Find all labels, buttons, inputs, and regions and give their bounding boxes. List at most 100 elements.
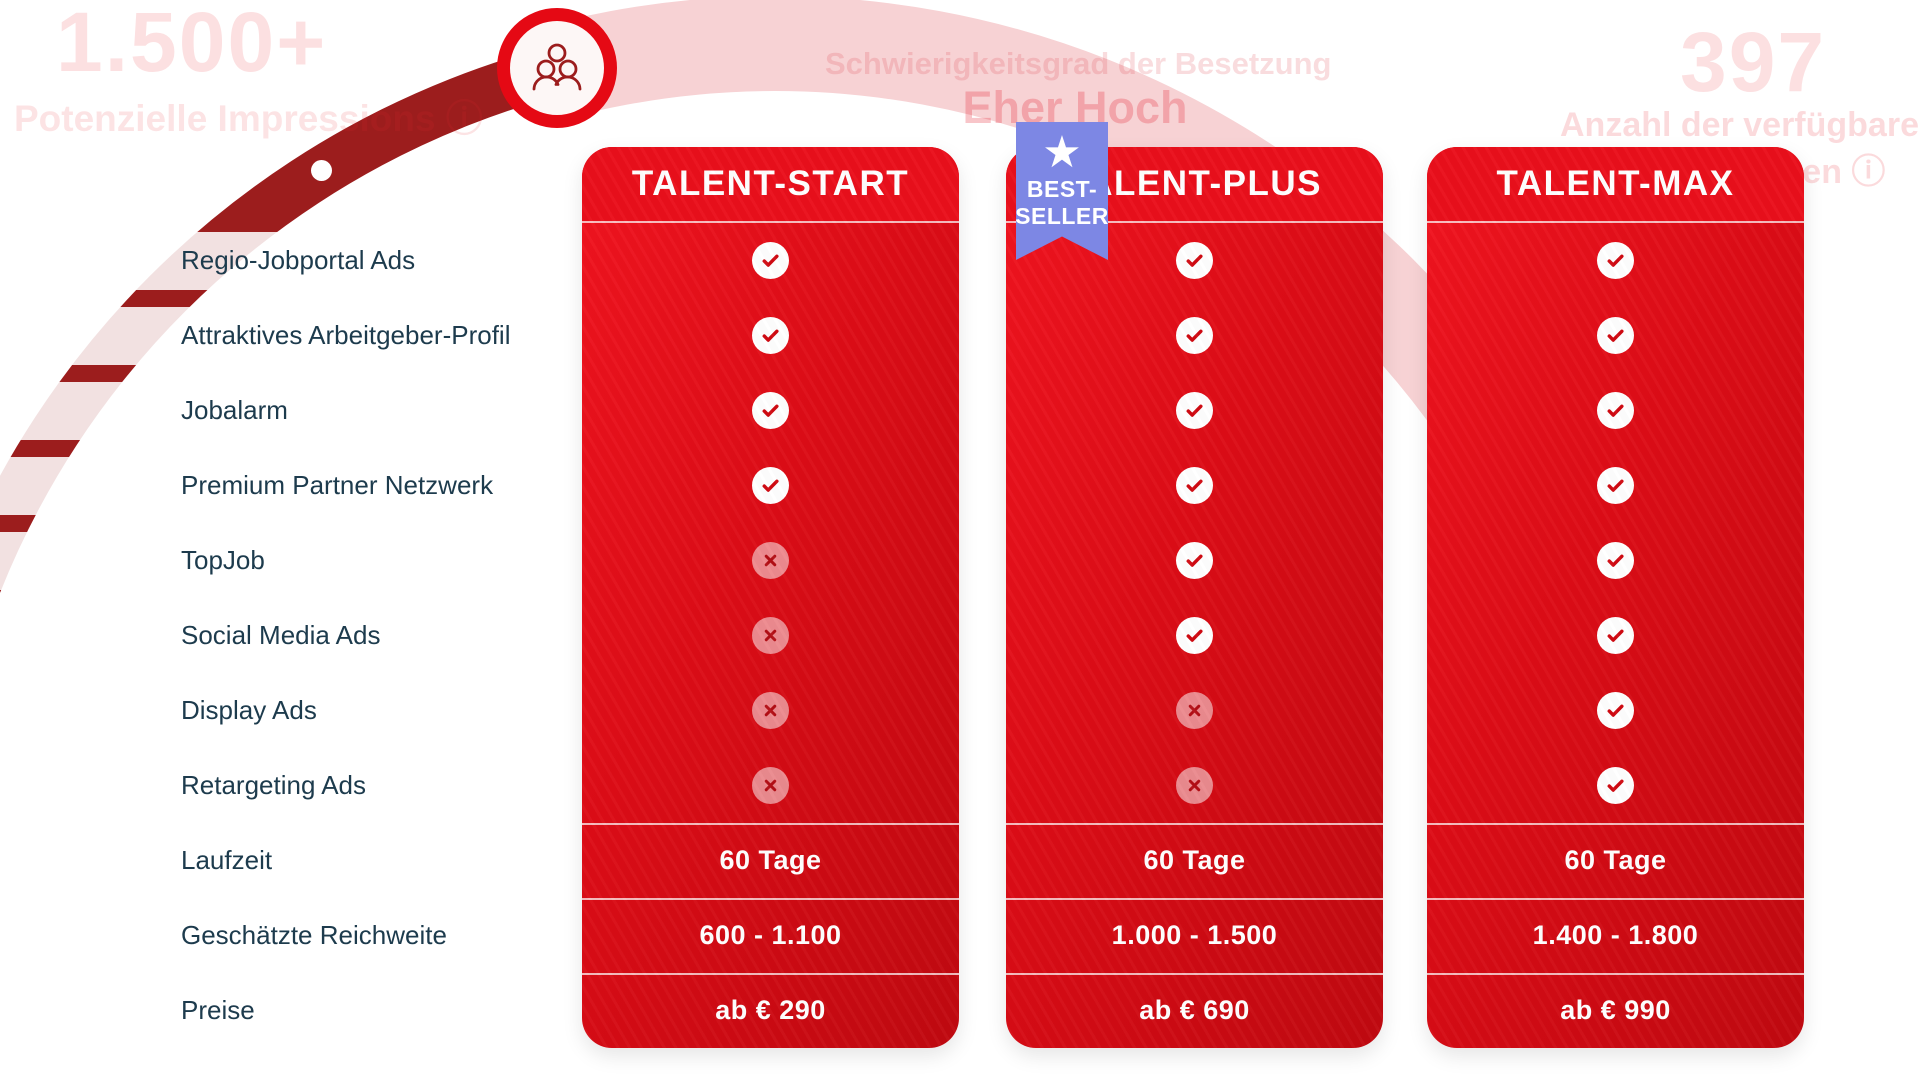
dark-arc-clip	[0, 0, 585, 1080]
feature-label: Jobalarm	[0, 381, 566, 440]
feature-cell	[1427, 673, 1804, 748]
check-icon	[1597, 542, 1634, 579]
feature-cell	[1006, 448, 1383, 523]
feature-cell	[582, 748, 959, 823]
plan-laufzeit: 60 Tage	[1143, 845, 1246, 875]
check-icon	[1176, 617, 1213, 654]
check-icon	[1597, 242, 1634, 279]
feature-cell	[582, 673, 959, 748]
feature-cell	[1427, 523, 1804, 598]
feature-cell	[1006, 223, 1383, 298]
check-icon	[1176, 467, 1213, 504]
meta-label: Preise	[181, 995, 255, 1025]
feature-cell	[582, 223, 959, 298]
feature-cell	[1006, 298, 1383, 373]
feature-cell	[1427, 448, 1804, 523]
plan-title: TALENT-MAX	[1496, 164, 1735, 203]
row-divider	[1427, 973, 1804, 975]
plan-card-talent-plus[interactable]: TALENT-PLUS 60 Tage 1.000 - 1.500 ab € 690 ★…	[1006, 122, 1383, 1048]
row-divider	[582, 823, 959, 825]
plan-laufzeit: 60 Tage	[719, 845, 822, 875]
check-icon	[1176, 242, 1213, 279]
check-icon	[1597, 692, 1634, 729]
feature-cell	[1006, 523, 1383, 598]
row-divider	[1427, 823, 1804, 825]
feature-cell	[582, 523, 959, 598]
feature-cell	[582, 598, 959, 673]
badge-label-line2: SELLER	[1015, 203, 1109, 230]
check-icon	[1597, 767, 1634, 804]
check-icon	[752, 467, 789, 504]
candidates-count: 397	[1680, 15, 1827, 109]
plan-header: TALENT-START	[582, 147, 959, 221]
plan-title: TALENT-PLUS	[1066, 164, 1322, 203]
feature-cell	[582, 298, 959, 373]
star-icon: ★	[1042, 128, 1082, 177]
plan-card-body: TALENT-PLUS 60 Tage 1.000 - 1.500 ab € 690	[1006, 147, 1383, 1048]
plan-header: TALENT-MAX	[1427, 147, 1804, 221]
feature-cell	[1427, 598, 1804, 673]
group-icon	[532, 43, 582, 91]
feature-label: Retargeting Ads	[0, 756, 566, 815]
feature-label: TopJob	[0, 531, 566, 590]
check-icon	[752, 392, 789, 429]
arc-white-dot	[311, 160, 332, 181]
plan-laufzeit: 60 Tage	[1564, 845, 1667, 875]
plan-reichweite: 1.000 - 1.500	[1111, 920, 1278, 950]
cross-icon	[1176, 692, 1213, 729]
check-icon	[1597, 617, 1634, 654]
plan-card-body: TALENT-START 60 Tage 600 - 1.100 ab € 290	[582, 147, 959, 1048]
feature-label: Display Ads	[0, 681, 566, 740]
feature-cell	[1427, 223, 1804, 298]
row-divider	[582, 973, 959, 975]
difficulty-label: Schwierigkeitsgrad der Besetzung	[825, 46, 1332, 81]
meta-label: Geschätzte Reichweite	[181, 920, 447, 950]
feature-label: Regio-Jobportal Ads	[0, 231, 566, 290]
plan-preis: ab € 990	[1560, 995, 1671, 1025]
pink-arc-clip	[557, 0, 1480, 470]
cross-icon	[1176, 767, 1213, 804]
check-icon	[1176, 542, 1213, 579]
feature-cell	[1006, 373, 1383, 448]
check-icon	[1597, 392, 1634, 429]
feature-cell	[582, 373, 959, 448]
header-divider	[1427, 221, 1804, 223]
impressions-count: 1.500+	[56, 0, 328, 89]
plan-card-talent-max[interactable]: TALENT-MAX 60 Tage 1.400 - 1.800 ab € 990	[1427, 147, 1804, 1048]
check-icon	[1176, 392, 1213, 429]
cross-icon	[752, 692, 789, 729]
feature-cell	[1427, 373, 1804, 448]
meta-label: Laufzeit	[181, 845, 273, 875]
badge-label-line1: BEST-	[1026, 176, 1098, 203]
check-icon	[1597, 467, 1634, 504]
feature-cell	[1006, 748, 1383, 823]
impressions-label: Potenzielle Impressions ⓘ	[14, 98, 483, 139]
check-icon	[1176, 317, 1213, 354]
cross-icon	[752, 767, 789, 804]
header-divider	[1006, 221, 1383, 223]
row-divider	[1006, 823, 1383, 825]
plan-reichweite: 600 - 1.100	[699, 920, 842, 950]
row-divider	[1427, 898, 1804, 900]
feature-label: Premium Partner Netzwerk	[0, 456, 566, 515]
cross-icon	[752, 542, 789, 579]
plan-title: TALENT-START	[631, 164, 910, 203]
feature-label: Attraktives Arbeitgeber-Profil	[0, 306, 566, 365]
feature-cell	[582, 448, 959, 523]
cross-icon	[752, 617, 789, 654]
plan-preis: ab € 290	[715, 995, 826, 1025]
plan-preis: ab € 690	[1139, 995, 1250, 1025]
feature-cell	[1006, 673, 1383, 748]
row-divider	[1006, 898, 1383, 900]
row-divider	[1006, 973, 1383, 975]
plan-card-talent-start[interactable]: TALENT-START 60 Tage 600 - 1.100 ab € 290	[582, 147, 959, 1048]
row-divider	[582, 898, 959, 900]
check-icon	[752, 317, 789, 354]
header-divider	[582, 221, 959, 223]
check-icon	[752, 242, 789, 279]
plan-reichweite: 1.400 - 1.800	[1532, 920, 1699, 950]
group-icon-badge	[497, 8, 617, 128]
feature-cell	[1427, 748, 1804, 823]
feature-cell	[1006, 598, 1383, 673]
